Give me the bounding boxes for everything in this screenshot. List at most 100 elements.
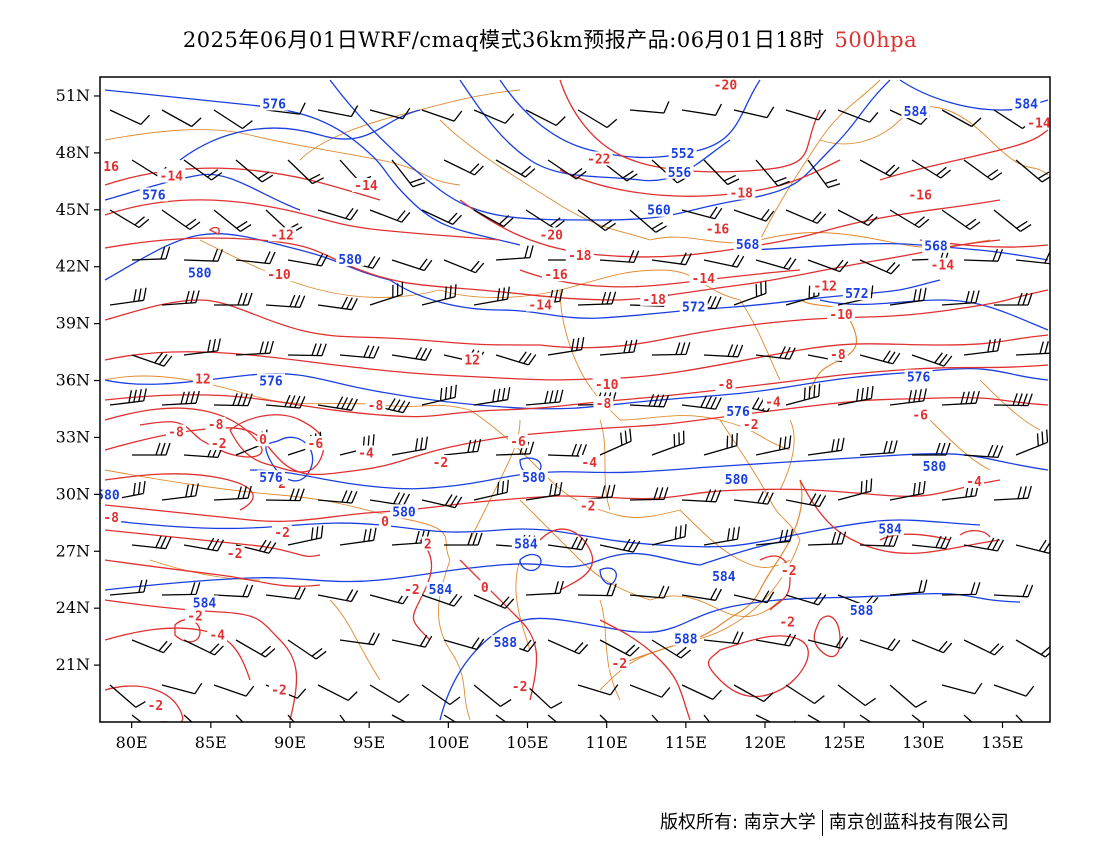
wind-barb: [473, 594, 515, 609]
height-label: 556: [668, 166, 692, 181]
copyright-company: 南京创蓝科技有限公司: [828, 812, 1009, 833]
wind-barb: [651, 524, 687, 546]
temperature-label-bg: [964, 473, 984, 488]
temperature-label-bg: [689, 270, 718, 285]
wind-barb: [443, 714, 457, 722]
temperature-label-bg: [379, 513, 391, 528]
temperature-label-bg: [430, 455, 451, 469]
wind-barb: [421, 209, 462, 225]
wind-barb: [161, 483, 199, 501]
lat-tick-label: 33N: [56, 427, 90, 446]
temperature-label-bg: [542, 267, 570, 282]
footer-separator: [821, 810, 823, 836]
height-label: 560: [647, 204, 671, 219]
wind-barb: [807, 714, 822, 722]
wind-barb: [183, 338, 221, 356]
wind-barb: [183, 444, 224, 459]
wind-barb: [859, 259, 901, 275]
wind-barb: [703, 344, 744, 358]
wind-barb: [599, 714, 609, 722]
height-label: 580: [725, 473, 749, 488]
wind-barb: [339, 632, 380, 646]
lat-tick-label: 24N: [56, 598, 90, 617]
wind-barb: [109, 388, 147, 406]
lon-tick-label: 115E: [665, 733, 707, 752]
temperature-label: -14: [931, 259, 955, 274]
wind-barb: [785, 383, 821, 406]
lon-tick-label: 80E: [116, 733, 148, 752]
lat-tick-label: 21N: [56, 655, 90, 674]
wind-barb: [703, 714, 711, 722]
wind-barb: [703, 526, 740, 546]
temperature-label-bg: [910, 407, 931, 422]
wind-barb: [369, 107, 411, 120]
temperature-label: -2: [743, 418, 759, 433]
wind-barb: [703, 159, 740, 186]
height-label: 580: [96, 488, 120, 503]
wind-barb: [1015, 251, 1050, 265]
temperature-label: -2: [271, 684, 287, 699]
wind-barb: [1015, 714, 1024, 722]
wind-barb: [733, 590, 775, 604]
wind-barb: [317, 296, 358, 311]
temperature-label-bg: [157, 168, 186, 183]
wind-barb: [599, 339, 638, 356]
wind-barb: [577, 109, 618, 129]
wind-barb: [525, 684, 563, 709]
wind-barb: [993, 209, 1032, 232]
temperature-contours: [104, 79, 1049, 722]
wind-barb: [629, 393, 670, 408]
wind-barb: [629, 487, 669, 501]
province-borders: [104, 79, 1049, 721]
wind-barb: [317, 207, 359, 221]
temperature-label-bg: [703, 221, 732, 236]
height-label: 576: [262, 97, 286, 112]
temperature-label-bg: [928, 257, 957, 272]
wind-barb: [473, 479, 509, 501]
wind-barb: [287, 159, 324, 185]
wind-barb: [183, 159, 223, 181]
temperature-label-bg: [777, 614, 798, 629]
wind-barb: [755, 435, 792, 456]
height-label-bg: [491, 635, 520, 650]
wind-barb: [1015, 639, 1050, 658]
wind-barb: [703, 254, 745, 268]
height-label-bg: [876, 521, 905, 536]
wind-barb: [495, 245, 534, 261]
wind-barb: [941, 390, 980, 406]
wind-barb: [265, 394, 306, 409]
wind-barb: [183, 714, 193, 722]
temperature-label-bg: [101, 159, 122, 174]
temperature-label-bg: [356, 445, 376, 460]
wind-barb: [473, 684, 512, 707]
wind-barb: [391, 530, 430, 546]
wind-barb: [963, 714, 973, 722]
wind-barb: [421, 384, 457, 406]
temperature-label: -8: [168, 426, 184, 441]
wind-barb: [287, 253, 329, 267]
wind-barb: [391, 258, 433, 272]
wind-barb: [235, 714, 244, 722]
wind-barb: [132, 442, 171, 456]
temperature-label: -10: [829, 308, 853, 323]
height-label-bg: [901, 104, 930, 119]
temperature-label: -2: [512, 680, 528, 695]
height-label-bg: [722, 472, 751, 487]
wind-barb: [131, 639, 173, 654]
height-label-bg: [724, 403, 753, 418]
wind-barb: [755, 714, 796, 722]
wind-barb: [859, 440, 898, 456]
wind-barb: [109, 684, 147, 708]
wind-barb: [473, 387, 511, 406]
temperature-label: -12: [813, 280, 836, 295]
height-label-bg: [733, 236, 762, 251]
wind-barb: [963, 248, 1004, 262]
wind-barb: [911, 352, 953, 367]
temperature-label-bg: [537, 227, 566, 242]
wind-barb: [525, 209, 565, 230]
temperature-label: -18: [568, 249, 592, 264]
wind-barb: [651, 430, 685, 456]
height-label: 584: [1015, 97, 1039, 112]
wind-barb: [681, 206, 723, 220]
